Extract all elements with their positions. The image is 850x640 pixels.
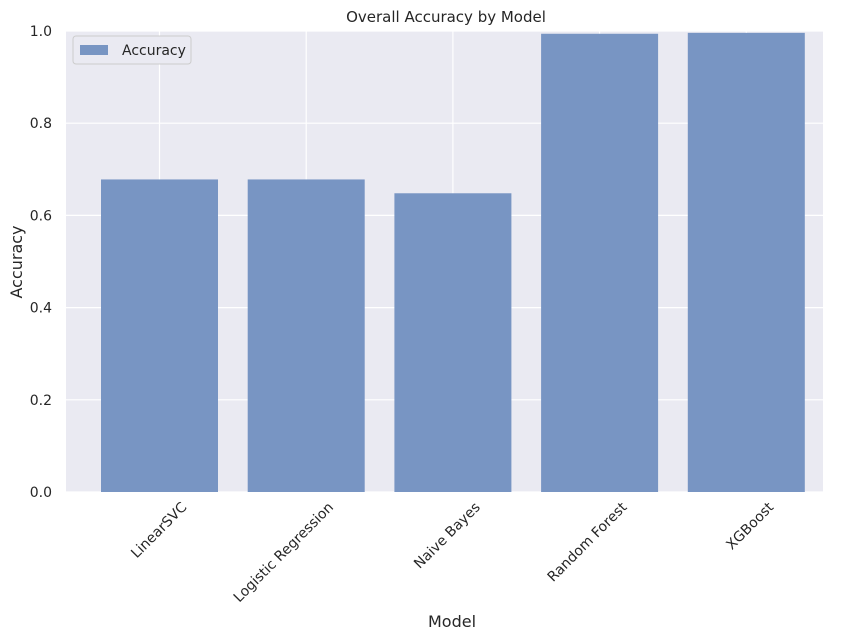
y-tick-labels: 0.0 0.2 0.4 0.6 0.8 1.0 bbox=[30, 24, 52, 501]
bar bbox=[687, 32, 805, 493]
y-tick-label: 0.2 bbox=[30, 393, 52, 409]
x-tick-label: Random Forest bbox=[545, 499, 631, 585]
x-tick-label: Logistic Regression bbox=[231, 500, 337, 606]
y-tick-label: 0.6 bbox=[30, 208, 52, 224]
bar bbox=[247, 179, 365, 492]
x-tick-labels: LinearSVC Logistic Regression Naive Bayes R… bbox=[128, 499, 777, 606]
x-axis-label: Model bbox=[428, 612, 476, 631]
bar bbox=[394, 193, 512, 492]
chart-title: Overall Accuracy by Model bbox=[346, 8, 546, 26]
y-tick-label: 0.0 bbox=[30, 485, 52, 501]
x-tick-label: Naive Bayes bbox=[411, 500, 484, 573]
legend: Accuracy bbox=[72, 35, 192, 65]
bars bbox=[101, 32, 805, 493]
y-axis-label: Accuracy bbox=[7, 225, 26, 298]
x-tick-label: XGBoost bbox=[723, 499, 777, 553]
bar bbox=[101, 179, 218, 492]
legend-label: Accuracy bbox=[122, 43, 186, 59]
y-tick-label: 1.0 bbox=[30, 24, 52, 40]
y-tick-label: 0.4 bbox=[30, 301, 52, 317]
legend-box bbox=[72, 35, 192, 65]
bar bbox=[541, 33, 659, 493]
x-tick-label: LinearSVC bbox=[128, 499, 190, 561]
legend-swatch bbox=[80, 45, 108, 55]
y-tick-label: 0.8 bbox=[30, 116, 52, 132]
